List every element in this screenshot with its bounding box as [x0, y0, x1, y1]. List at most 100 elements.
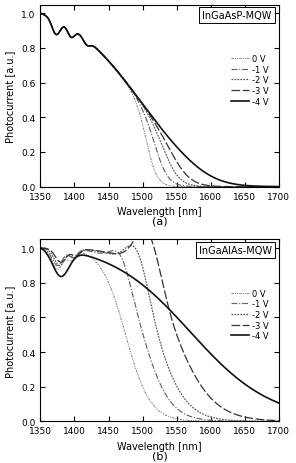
-2 V	[53, 31, 57, 37]
0 V	[38, 246, 42, 251]
Line: -4 V: -4 V	[40, 249, 279, 403]
Legend: 0 V, -1 V, -2 V, -3 V, -4 V: 0 V, -1 V, -2 V, -3 V, -4 V	[227, 286, 272, 344]
Text: InGaAlAs-MQW: InGaAlAs-MQW	[199, 245, 272, 255]
-1 V	[184, 412, 187, 417]
Line: -2 V: -2 V	[40, 14, 279, 187]
-3 V	[191, 178, 194, 183]
-1 V	[277, 419, 281, 424]
-2 V	[244, 419, 248, 424]
-1 V	[53, 262, 57, 267]
Text: (a): (a)	[152, 216, 168, 226]
Y-axis label: Photocurrent [a.u.]: Photocurrent [a.u.]	[6, 50, 16, 143]
Line: -3 V: -3 V	[40, 231, 279, 421]
Line: -4 V: -4 V	[40, 14, 279, 187]
Text: InGaAsP-MQW: InGaAsP-MQW	[202, 11, 272, 21]
0 V	[244, 419, 247, 424]
X-axis label: Wavelength [nm]: Wavelength [nm]	[117, 441, 202, 451]
-1 V	[177, 182, 181, 188]
-3 V	[53, 254, 57, 259]
0 V	[38, 12, 42, 17]
-1 V	[220, 418, 223, 424]
-1 V	[38, 12, 42, 17]
-1 V	[220, 184, 223, 190]
-4 V	[220, 178, 223, 184]
-4 V	[244, 183, 247, 189]
X-axis label: Wavelength [nm]: Wavelength [nm]	[117, 206, 202, 217]
Line: -2 V: -2 V	[40, 246, 279, 421]
-3 V	[38, 246, 42, 251]
Text: (b): (b)	[152, 450, 168, 461]
0 V	[277, 419, 281, 424]
Line: 0 V: 0 V	[40, 249, 279, 421]
-3 V	[277, 418, 281, 424]
-2 V	[177, 175, 181, 181]
-2 V	[277, 184, 281, 190]
-3 V	[38, 12, 42, 17]
-1 V	[191, 184, 194, 190]
-2 V	[53, 258, 57, 264]
-3 V	[277, 184, 281, 190]
-2 V	[184, 180, 187, 186]
-4 V	[38, 246, 42, 251]
0 V	[277, 184, 281, 190]
-3 V	[142, 228, 146, 233]
Line: -1 V: -1 V	[40, 249, 279, 421]
-3 V	[220, 405, 223, 410]
-4 V	[53, 31, 57, 37]
Line: 0 V: 0 V	[40, 14, 279, 187]
0 V	[191, 418, 194, 424]
-2 V	[191, 183, 194, 188]
-2 V	[277, 419, 281, 424]
-4 V	[184, 324, 187, 329]
-3 V	[184, 171, 187, 177]
Line: -3 V: -3 V	[40, 14, 279, 187]
-2 V	[38, 246, 42, 251]
-1 V	[277, 184, 281, 190]
-4 V	[177, 317, 181, 323]
-2 V	[129, 243, 133, 249]
-4 V	[277, 400, 281, 406]
-4 V	[191, 161, 194, 166]
-3 V	[191, 369, 194, 375]
-1 V	[184, 184, 187, 189]
-2 V	[38, 12, 42, 17]
0 V	[53, 265, 57, 270]
0 V	[244, 184, 247, 190]
-1 V	[244, 419, 247, 424]
-1 V	[38, 246, 42, 251]
0 V	[220, 419, 223, 424]
0 V	[177, 184, 181, 190]
-2 V	[177, 388, 181, 394]
0 V	[53, 31, 57, 37]
-2 V	[220, 417, 223, 422]
Legend: 0 V, -1 V, -2 V, -3 V, -4 V: 0 V, -1 V, -2 V, -3 V, -4 V	[227, 51, 272, 110]
-2 V	[184, 397, 187, 403]
-4 V	[177, 147, 181, 153]
-3 V	[184, 354, 187, 360]
-3 V	[53, 31, 57, 37]
-2 V	[220, 184, 223, 190]
0 V	[191, 184, 194, 190]
-4 V	[53, 267, 57, 273]
-3 V	[244, 415, 248, 420]
-2 V	[191, 405, 194, 410]
-3 V	[244, 184, 247, 190]
0 V	[184, 418, 187, 423]
-4 V	[191, 332, 194, 337]
0 V	[184, 184, 187, 190]
-2 V	[244, 184, 247, 190]
-4 V	[38, 12, 42, 17]
-1 V	[191, 414, 194, 420]
-4 V	[277, 184, 281, 190]
0 V	[220, 184, 223, 190]
-1 V	[244, 184, 247, 190]
-3 V	[177, 339, 181, 344]
Y-axis label: Photocurrent [a.u.]: Photocurrent [a.u.]	[6, 285, 16, 377]
0 V	[177, 417, 181, 422]
-4 V	[184, 154, 187, 159]
-4 V	[244, 382, 247, 388]
-3 V	[220, 184, 223, 190]
-3 V	[177, 163, 181, 169]
-1 V	[177, 407, 181, 413]
-1 V	[53, 31, 57, 37]
